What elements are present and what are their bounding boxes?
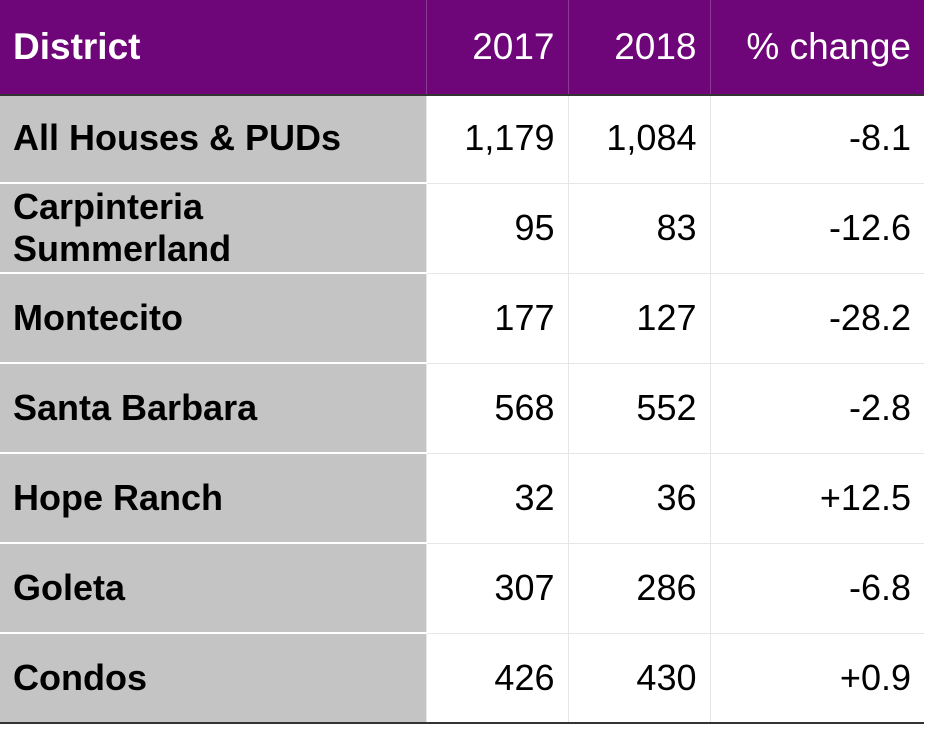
value-2017-cell: 95 xyxy=(425,183,568,274)
district-name-cell: Condos xyxy=(0,633,426,724)
value-2018-cell: 1,084 xyxy=(567,94,710,184)
value-2017-cell: 307 xyxy=(425,543,568,634)
value-2017-cell: 1,179 xyxy=(425,94,568,184)
value-2017-cell: 32 xyxy=(425,453,568,544)
table-row: All Houses & PUDs 1,179 1,084 -8.1 xyxy=(0,94,924,184)
percent-change-cell: +12.5 xyxy=(709,453,924,544)
value-2017-cell: 177 xyxy=(425,273,568,364)
district-name-cell: Montecito xyxy=(0,273,426,364)
table-row: Montecito 177 127 -28.2 xyxy=(0,273,924,364)
percent-change-cell: -12.6 xyxy=(709,183,924,274)
header-row: District 2017 2018 % change xyxy=(0,0,924,94)
district-name-cell: Carpinteria Summerland xyxy=(0,183,426,274)
value-2018-cell: 552 xyxy=(567,363,710,454)
percent-change-cell: +0.9 xyxy=(709,633,924,724)
value-2018-cell: 127 xyxy=(567,273,710,364)
district-sales-table: District 2017 2018 % change All Houses &… xyxy=(0,0,924,724)
percent-change-cell: -6.8 xyxy=(709,543,924,634)
table-header: District 2017 2018 % change xyxy=(0,0,924,94)
table-row: Santa Barbara 568 552 -2.8 xyxy=(0,363,924,454)
value-2017-cell: 568 xyxy=(425,363,568,454)
table-row: Goleta 307 286 -6.8 xyxy=(0,543,924,634)
district-name-cell: Santa Barbara xyxy=(0,363,426,454)
percent-change-cell: -2.8 xyxy=(709,363,924,454)
district-name-cell: Hope Ranch xyxy=(0,453,426,544)
value-2017-cell: 426 xyxy=(425,633,568,724)
table-body: All Houses & PUDs 1,179 1,084 -8.1 Carpinter… xyxy=(0,94,924,724)
value-2018-cell: 286 xyxy=(567,543,710,634)
district-name-cell: All Houses & PUDs xyxy=(0,94,426,184)
table-row: Condos 426 430 +0.9 xyxy=(0,633,924,724)
value-2018-cell: 83 xyxy=(567,183,710,274)
district-name-cell: Goleta xyxy=(0,543,426,634)
value-2018-cell: 36 xyxy=(567,453,710,544)
column-header-district: District xyxy=(0,0,427,94)
column-header-2018: 2018 xyxy=(568,0,711,94)
table-row: Hope Ranch 32 36 +12.5 xyxy=(0,453,924,544)
percent-change-cell: -8.1 xyxy=(709,94,924,184)
value-2018-cell: 430 xyxy=(567,633,710,724)
table-row: Carpinteria Summerland 95 83 -12.6 xyxy=(0,183,924,274)
header-divider xyxy=(0,94,924,96)
column-header-2017: 2017 xyxy=(426,0,569,94)
percent-change-cell: -28.2 xyxy=(709,273,924,364)
column-header-percent-change: % change xyxy=(710,0,924,94)
